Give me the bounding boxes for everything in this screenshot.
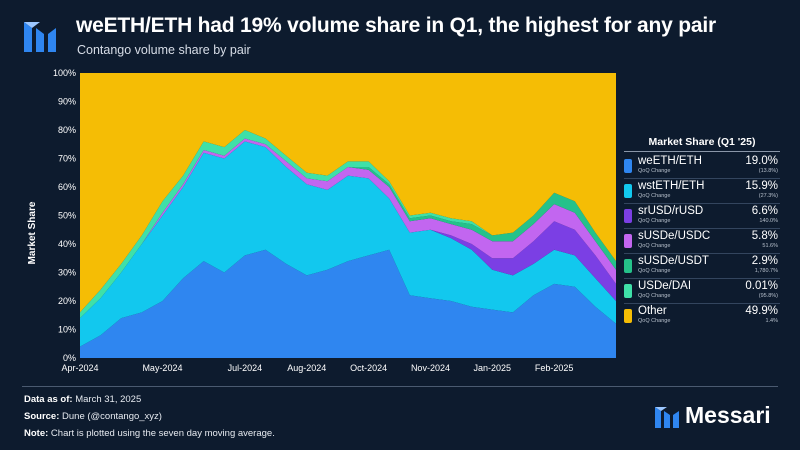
x-tick-label: Feb-2025 — [535, 363, 574, 373]
legend-item: Other QoQ Change 49.9% 1.4% — [624, 304, 780, 328]
legend-item: wstETH/ETH QoQ Change 15.9% (27.3%) — [624, 179, 780, 204]
chart-note: Note: Chart is plotted using the seven d… — [24, 428, 275, 439]
legend-item-name: weETH/ETH — [638, 155, 702, 167]
y-tick-label: 30% — [58, 268, 76, 278]
chart: 0% 10% 20% 30% 40% 50% 60% 70% 80% 90% 100% Apr-20… — [27, 68, 616, 373]
legend-item-change: 1.4% — [765, 318, 778, 324]
legend-item-change: (13.8%) — [758, 168, 778, 174]
x-tick-label: May-2024 — [142, 363, 182, 373]
legend-swatch — [624, 309, 632, 323]
chart-subtitle: Contango volume share by pair — [77, 43, 251, 57]
legend-item-share: 2.9% — [751, 255, 778, 267]
legend-item-share: 19.0% — [745, 155, 778, 167]
legend-item-change: 51.6% — [762, 243, 778, 249]
source-note: Source: Dune (@contango_xyz) — [24, 411, 162, 422]
legend-swatch — [624, 209, 632, 223]
legend-item-sub-label: QoQ Change — [638, 318, 671, 324]
legend-item-share: 49.9% — [745, 305, 778, 317]
legend-item-change: (27.3%) — [758, 193, 778, 199]
legend-item-share: 6.6% — [751, 205, 778, 217]
x-tick-label: Jan-2025 — [474, 363, 512, 373]
legend-swatch — [624, 159, 632, 173]
area-series — [80, 73, 616, 313]
legend-item-name: sUSDe/USDT — [638, 255, 709, 267]
y-tick-label: 80% — [58, 125, 76, 135]
legend: Market Share (Q1 '25) weETH/ETH QoQ Chang… — [624, 136, 780, 328]
y-tick-label: 90% — [58, 97, 76, 107]
y-tick-label: 40% — [58, 239, 76, 249]
chart-title: weETH/ETH had 19% volume share in Q1, th… — [76, 14, 716, 37]
area-series — [80, 249, 616, 358]
legend-item-sub-label: QoQ Change — [638, 293, 671, 299]
legend-item-change: 140.0% — [759, 218, 778, 224]
legend-item-name: sUSDe/USDC — [638, 230, 711, 242]
y-tick-label: 60% — [58, 182, 76, 192]
legend-swatch — [624, 184, 632, 198]
x-tick-label: Nov-2024 — [411, 363, 450, 373]
y-tick-label: 10% — [58, 325, 76, 335]
legend-item-name: Other — [638, 305, 667, 317]
area-series — [80, 141, 616, 347]
y-tick-label: 0% — [63, 353, 76, 363]
legend-item-share: 0.01% — [745, 280, 778, 292]
legend-item: sUSDe/USDC QoQ Change 5.8% 51.6% — [624, 229, 780, 254]
messari-logo-icon — [24, 22, 56, 52]
data-as-of: Data as of: March 31, 2025 — [24, 394, 142, 405]
legend-item-share: 15.9% — [745, 180, 778, 192]
legend-swatch — [624, 234, 632, 248]
x-tick-label: Jul-2024 — [228, 363, 263, 373]
x-tick-label: Aug-2024 — [287, 363, 326, 373]
y-tick-label: 70% — [58, 154, 76, 164]
legend-item-name: wstETH/ETH — [638, 180, 705, 192]
area-series — [80, 138, 616, 319]
y-axis-label: Market Share — [27, 201, 38, 264]
legend-swatch — [624, 284, 632, 298]
legend-item-change: 1,780.7% — [754, 268, 778, 274]
legend-item: USDe/DAI QoQ Change 0.01% (95.8%) — [624, 279, 780, 304]
legend-item: sUSDe/USDT QoQ Change 2.9% 1,780.7% — [624, 254, 780, 279]
legend-item-name: srUSD/rUSD — [638, 205, 704, 217]
legend-item-sub-label: QoQ Change — [638, 268, 671, 274]
x-tick-label: Apr-2024 — [61, 363, 98, 373]
brand-name: Messari — [685, 402, 771, 428]
legend-item-share: 5.8% — [751, 230, 778, 242]
legend-item-sub-label: QoQ Change — [638, 193, 671, 199]
legend-item-sub-label: QoQ Change — [638, 218, 671, 224]
legend-item: weETH/ETH QoQ Change 19.0% (13.8%) — [624, 154, 780, 179]
legend-swatch — [624, 259, 632, 273]
legend-item-change: (95.8%) — [758, 293, 778, 299]
y-tick-label: 20% — [58, 296, 76, 306]
legend-item-sub-label: QoQ Change — [638, 243, 671, 249]
legend-title: Market Share (Q1 '25) — [624, 136, 780, 152]
y-tick-label: 100% — [53, 68, 76, 78]
legend-item: srUSD/rUSD QoQ Change 6.6% 140.0% — [624, 204, 780, 229]
legend-item-name: USDe/DAI — [638, 280, 692, 292]
divider — [22, 386, 778, 387]
x-tick-label: Oct-2024 — [350, 363, 387, 373]
y-tick-label: 50% — [58, 211, 76, 221]
messari-brand-icon — [655, 407, 679, 428]
legend-item-sub-label: QoQ Change — [638, 168, 671, 174]
